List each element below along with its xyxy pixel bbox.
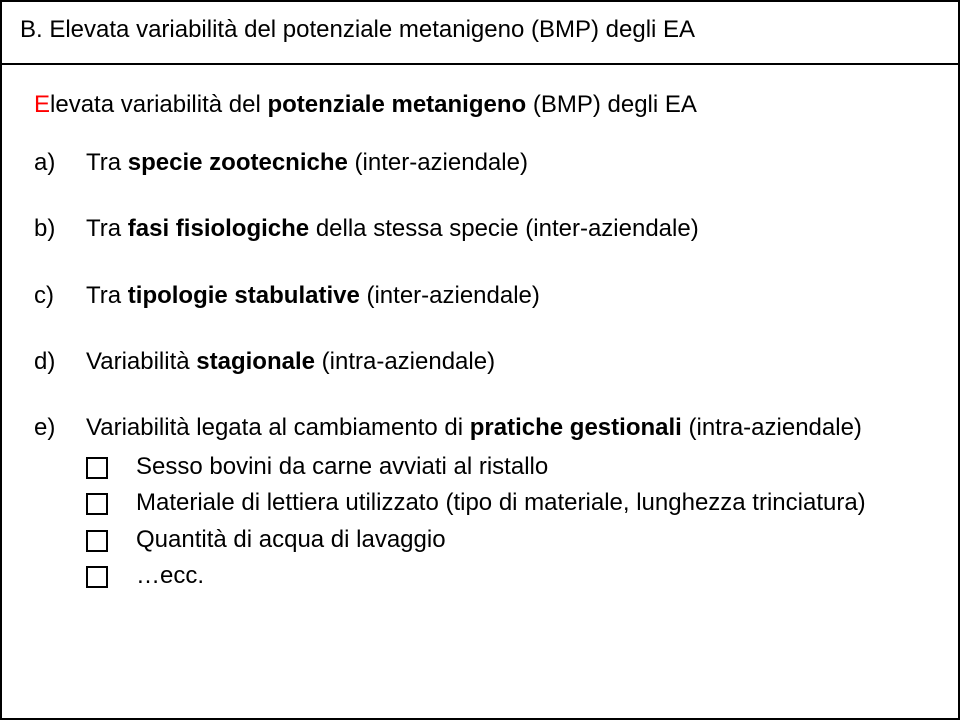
marker-b: b): [34, 213, 86, 245]
title-box: B. Elevata variabilità del potenziale me…: [2, 2, 958, 65]
intro-text-2: (BMP) degli EA: [526, 91, 697, 118]
sub-item-1: Materiale di lettiera utilizzato (tipo d…: [86, 487, 926, 519]
sub-list: Sesso bovini da carne avviati al ristall…: [86, 451, 926, 593]
intro-line: Elevata variabilità del potenziale metan…: [34, 91, 926, 119]
item-b-text1: Tra: [86, 215, 128, 242]
checkbox-icon: [86, 530, 108, 552]
list-item-b: b) Tra fasi fisiologiche della stessa sp…: [34, 213, 926, 245]
sub-item-2-text: Quantità di acqua di lavaggio: [136, 524, 446, 556]
item-a-bold: specie zootecniche: [128, 149, 348, 176]
list-item-a: a) Tra specie zootecniche (inter-azienda…: [34, 147, 926, 179]
marker-c: c): [34, 280, 86, 312]
list-item-e: e) Variabilità legata al cambiamento di …: [34, 412, 926, 444]
slide-title: B. Elevata variabilità del potenziale me…: [20, 16, 940, 45]
checkbox-icon: [86, 493, 108, 515]
sub-item-3-text: …ecc.: [136, 560, 204, 592]
list-item-d: d) Variabilità stagionale (intra-azienda…: [34, 346, 926, 378]
slide-content: Elevata variabilità del potenziale metan…: [2, 65, 958, 607]
intro-text-1: levata variabilità del: [50, 91, 267, 118]
main-list: a) Tra specie zootecniche (inter-azienda…: [34, 147, 926, 445]
checkbox-icon: [86, 457, 108, 479]
item-b-bold: fasi fisiologiche: [128, 215, 309, 242]
sub-item-0-text: Sesso bovini da carne avviati al ristall…: [136, 451, 548, 483]
item-c-text3: (inter-aziendale): [360, 282, 540, 309]
checkbox-icon: [86, 566, 108, 588]
sub-item-0: Sesso bovini da carne avviati al ristall…: [86, 451, 926, 483]
item-e-bold: pratiche gestionali: [470, 414, 682, 441]
item-d-bold: stagionale: [196, 348, 315, 375]
marker-d: d): [34, 346, 86, 378]
sub-item-1-text: Materiale di lettiera utilizzato (tipo d…: [136, 487, 866, 519]
item-d-text3: (intra-aziendale): [315, 348, 495, 375]
marker-e: e): [34, 412, 86, 444]
intro-highlight: potenziale metanigeno: [267, 91, 526, 118]
item-c-text1: Tra: [86, 282, 128, 309]
intro-initial: E: [34, 91, 50, 118]
list-item-c: c) Tra tipologie stabulative (inter-azie…: [34, 280, 926, 312]
marker-a: a): [34, 147, 86, 179]
item-e-text1: Variabilità legata al cambiamento di: [86, 414, 470, 441]
sub-item-2: Quantità di acqua di lavaggio: [86, 524, 926, 556]
item-e-text3: (intra-aziendale): [682, 414, 862, 441]
item-b-text3: della stessa specie (inter-aziendale): [309, 215, 699, 242]
item-d-text1: Variabilità: [86, 348, 196, 375]
item-c-bold: tipologie stabulative: [128, 282, 360, 309]
item-a-text1: Tra: [86, 149, 128, 176]
sub-item-3: …ecc.: [86, 560, 926, 592]
slide-page: B. Elevata variabilità del potenziale me…: [0, 0, 960, 720]
item-a-text3: (inter-aziendale): [348, 149, 528, 176]
